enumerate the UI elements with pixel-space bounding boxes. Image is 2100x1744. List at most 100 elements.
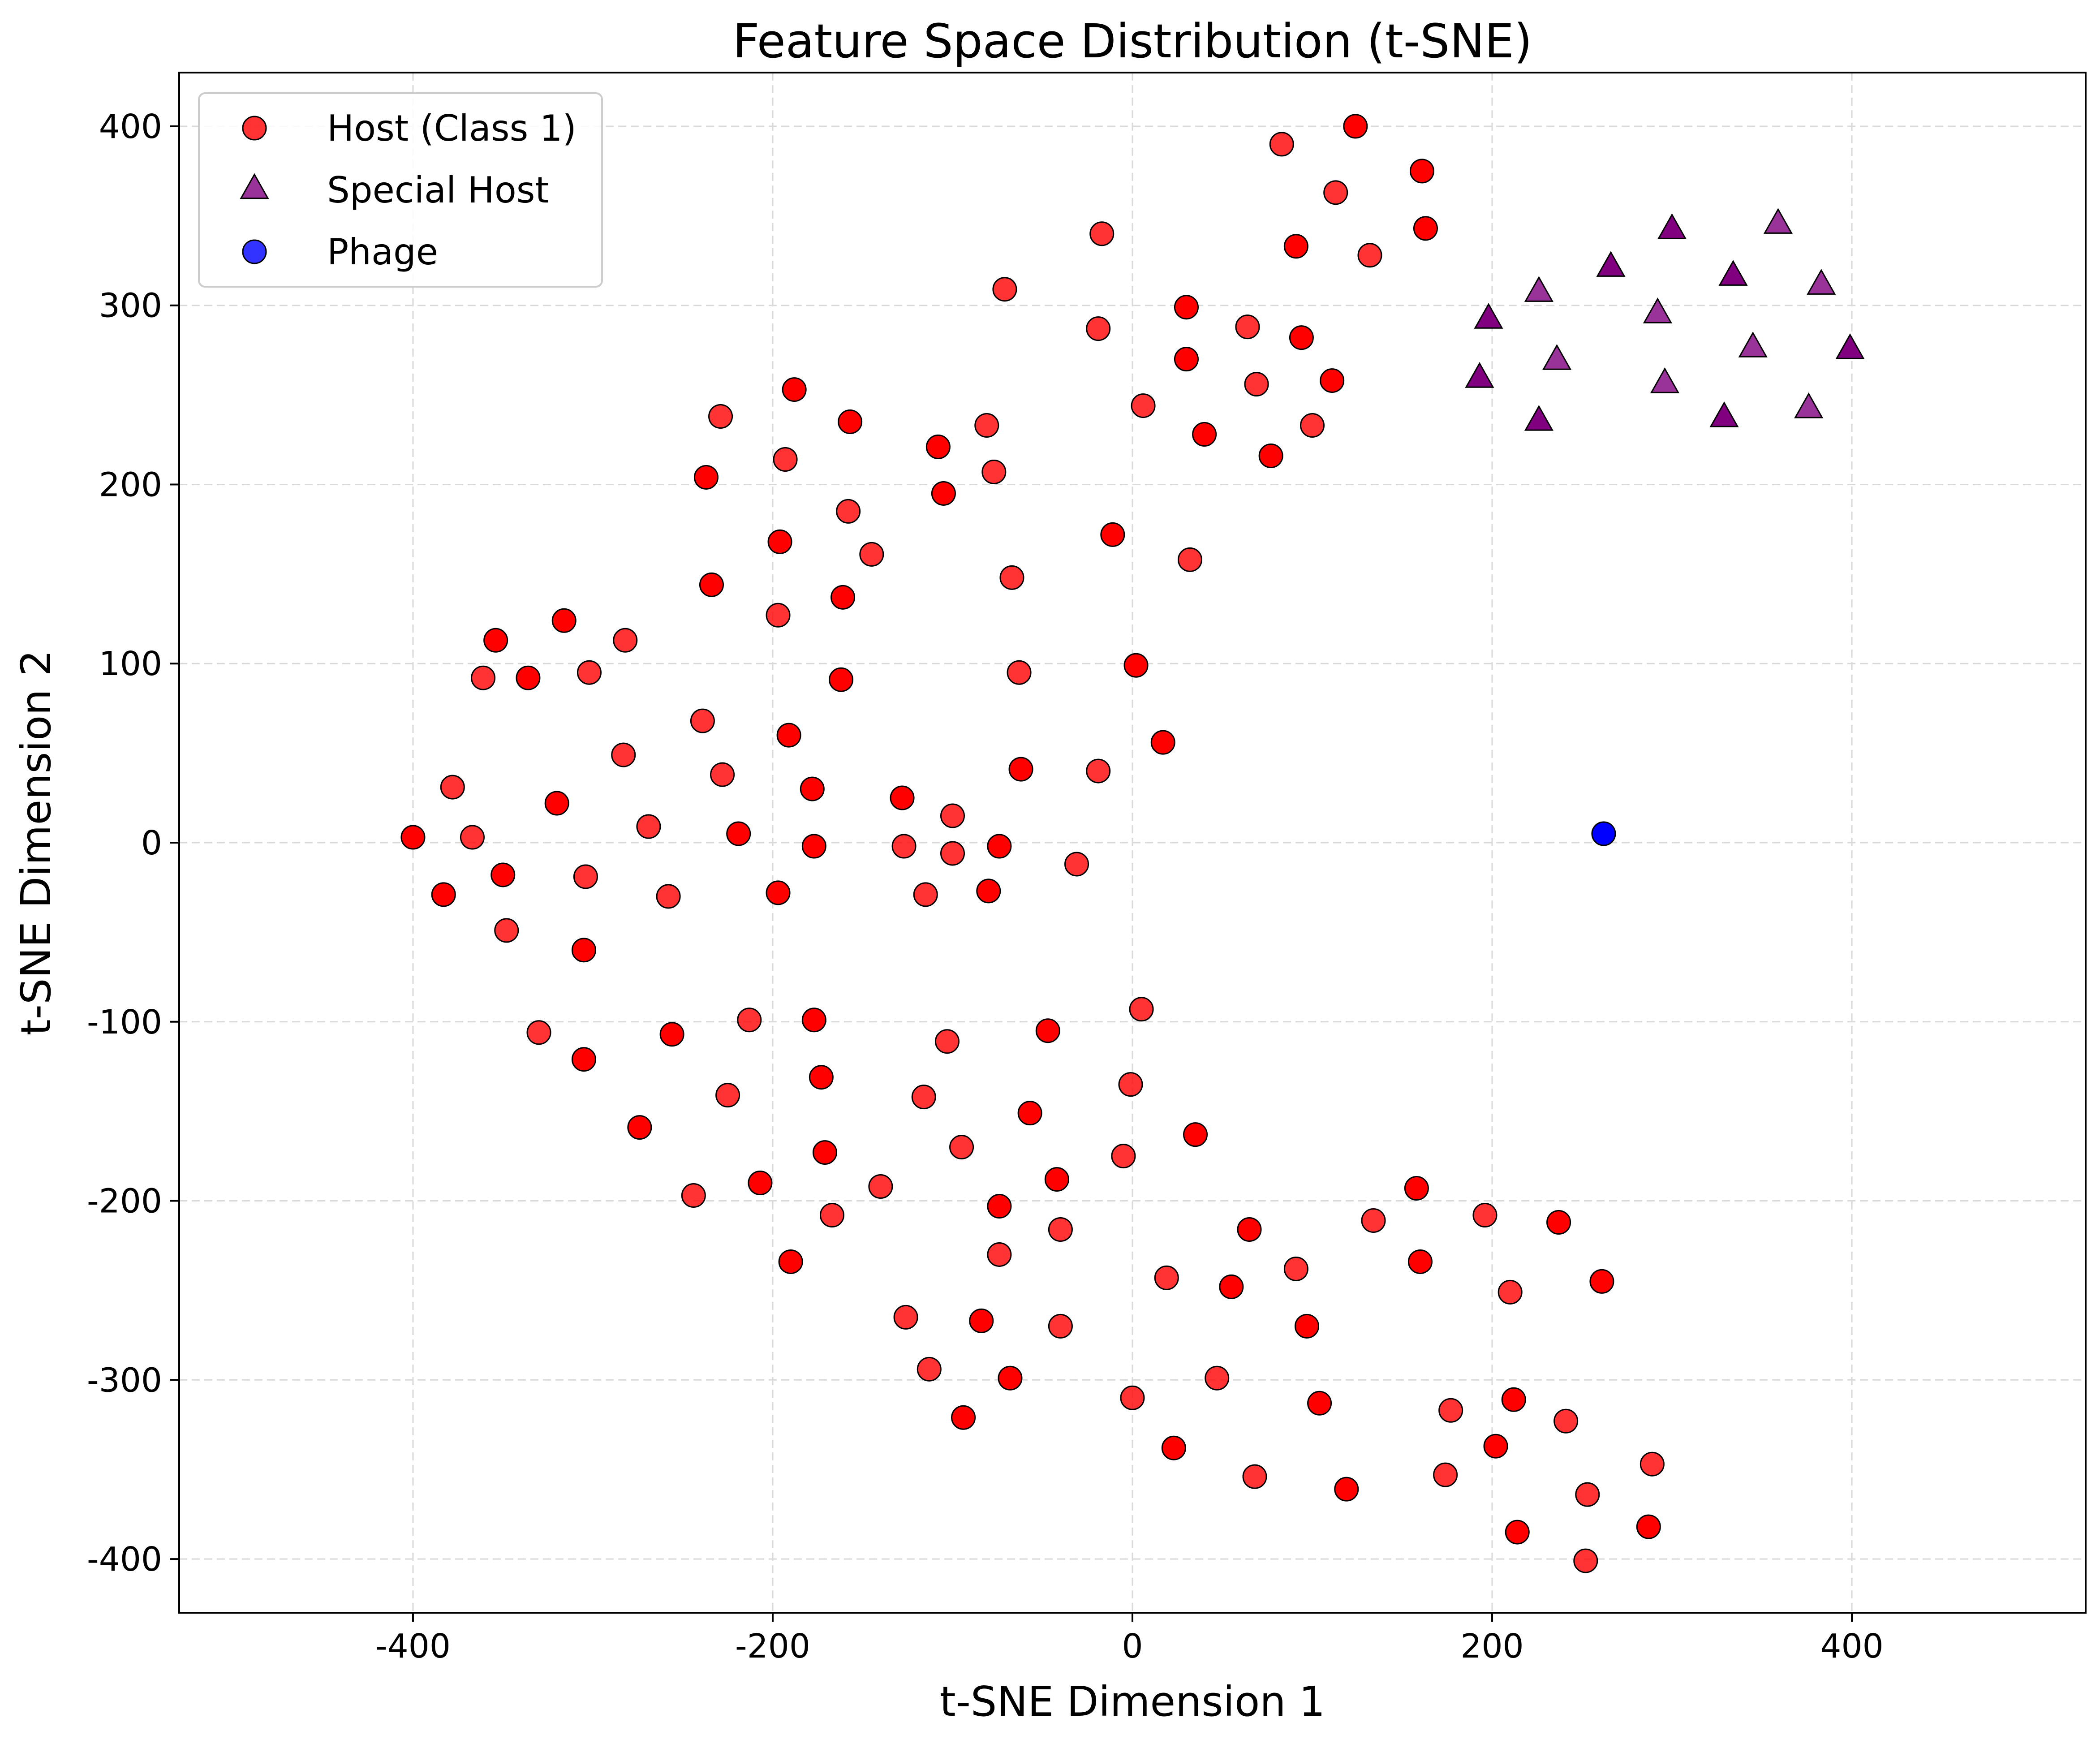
host-class-1-point bbox=[1131, 393, 1156, 418]
special-host-point bbox=[1474, 303, 1503, 329]
host-class-1-point bbox=[1483, 1434, 1508, 1459]
host-class-1-point bbox=[976, 878, 1001, 904]
host-class-1-point bbox=[710, 762, 735, 787]
host-class-1-point bbox=[693, 465, 719, 490]
host-class-1-point bbox=[893, 1305, 918, 1330]
special-host-point bbox=[1835, 333, 1865, 359]
host-class-1-point bbox=[715, 1083, 740, 1108]
host-class-1-point bbox=[868, 1174, 893, 1199]
y-tick-label: 100 bbox=[99, 645, 162, 683]
y-tick-label: 400 bbox=[99, 108, 162, 146]
legend-label-special-host: Special Host bbox=[327, 169, 549, 211]
host-class-1-point bbox=[1007, 660, 1032, 685]
y-axis-label: t-SNE Dimension 2 bbox=[12, 650, 60, 1036]
host-class-1-point bbox=[1111, 1144, 1136, 1169]
host-class-1-point bbox=[940, 841, 965, 866]
host-class-1-point bbox=[1573, 1548, 1598, 1573]
host-class-1-point bbox=[571, 938, 596, 963]
host-class-1-point bbox=[699, 572, 724, 597]
host-class-1-point bbox=[1407, 1249, 1433, 1274]
special-host-point bbox=[1650, 367, 1680, 393]
y-tick-label: -300 bbox=[87, 1361, 162, 1400]
legend-marker-host-class-1 bbox=[242, 116, 267, 141]
host-class-1-point bbox=[890, 785, 915, 810]
host-class-1-point bbox=[656, 884, 681, 909]
host-class-1-point bbox=[987, 834, 1012, 859]
host-class-1-point bbox=[1294, 1313, 1319, 1339]
host-class-1-point bbox=[1575, 1482, 1600, 1507]
series-phage bbox=[1591, 821, 1616, 846]
host-class-1-point bbox=[1183, 1122, 1208, 1147]
x-tick-label: 200 bbox=[1460, 1627, 1523, 1666]
host-class-1-point bbox=[778, 1249, 803, 1274]
series-host-class-1 bbox=[400, 114, 1665, 1573]
host-class-1-point bbox=[998, 1365, 1023, 1391]
x-tick-label: -400 bbox=[375, 1627, 451, 1666]
host-class-1-point bbox=[1320, 368, 1345, 393]
host-class-1-point bbox=[925, 435, 951, 460]
host-class-1-point bbox=[1505, 1520, 1530, 1545]
host-class-1-point bbox=[838, 409, 863, 435]
host-class-1-point bbox=[431, 882, 456, 907]
y-tick-label: -400 bbox=[87, 1540, 162, 1579]
special-host-point bbox=[1643, 297, 1672, 323]
host-class-1-point bbox=[1235, 314, 1260, 340]
special-host-point bbox=[1542, 344, 1572, 370]
host-class-1-point bbox=[913, 882, 938, 907]
host-class-1-point bbox=[999, 565, 1024, 590]
host-class-1-point bbox=[1120, 1385, 1145, 1410]
host-class-1-point bbox=[1300, 413, 1325, 438]
host-class-1-point bbox=[440, 775, 465, 800]
host-class-1-point bbox=[544, 791, 569, 816]
host-class-1-point bbox=[571, 1047, 596, 1072]
special-host-point bbox=[1738, 332, 1768, 357]
special-host-point bbox=[1763, 208, 1793, 234]
host-class-1-point bbox=[1343, 114, 1368, 139]
host-class-1-point bbox=[949, 1135, 974, 1160]
host-class-1-point bbox=[1017, 1101, 1042, 1126]
host-class-1-point bbox=[859, 542, 884, 567]
host-class-1-point bbox=[1269, 132, 1294, 157]
host-class-1-point bbox=[1409, 159, 1434, 184]
host-class-1-point bbox=[1438, 1398, 1463, 1423]
host-class-1-point bbox=[577, 660, 602, 685]
chart-title: Feature Space Distribution (t-SNE) bbox=[733, 14, 1532, 69]
host-class-1-point bbox=[551, 608, 577, 633]
y-tick-label: -100 bbox=[87, 1003, 162, 1042]
legend-label-host-class-1: Host (Class 1) bbox=[327, 108, 577, 149]
host-class-1-point bbox=[1357, 243, 1382, 268]
y-tick-label: 200 bbox=[99, 465, 162, 504]
host-class-1-point bbox=[992, 277, 1017, 302]
host-class-1-point bbox=[1553, 1408, 1579, 1434]
host-class-1-point bbox=[1283, 1256, 1308, 1281]
host-class-1-point bbox=[573, 864, 598, 889]
special-host-point bbox=[1657, 213, 1687, 239]
host-class-1-point bbox=[1044, 1167, 1069, 1192]
legend-marker-phage bbox=[242, 239, 267, 264]
host-class-1-point bbox=[776, 723, 801, 748]
host-class-1-point bbox=[981, 459, 1007, 484]
phage-point bbox=[1591, 821, 1616, 846]
host-class-1-point bbox=[1086, 316, 1111, 341]
host-class-1-point bbox=[812, 1140, 837, 1165]
special-host-point bbox=[1524, 276, 1553, 302]
host-class-1-point bbox=[766, 880, 791, 905]
host-class-1-point bbox=[1413, 216, 1438, 241]
host-class-1-point bbox=[1174, 347, 1199, 372]
host-class-1-point bbox=[809, 1065, 834, 1090]
legend-label-phage: Phage bbox=[327, 231, 438, 273]
host-class-1-point bbox=[748, 1171, 773, 1196]
x-tick-label: 400 bbox=[1820, 1627, 1883, 1666]
series-special-host bbox=[1465, 208, 1865, 431]
host-class-1-point bbox=[1501, 1387, 1526, 1412]
legend: Host (Class 1) Special Host Phage bbox=[198, 92, 603, 288]
data-points bbox=[400, 114, 1865, 1573]
host-class-1-point bbox=[526, 1020, 551, 1045]
special-host-point bbox=[1794, 392, 1824, 418]
host-class-1-point bbox=[836, 499, 861, 524]
y-tick-label: 300 bbox=[99, 287, 162, 325]
host-class-1-point bbox=[969, 1308, 994, 1333]
host-class-1-point bbox=[627, 1115, 652, 1140]
host-class-1-point bbox=[516, 665, 541, 690]
